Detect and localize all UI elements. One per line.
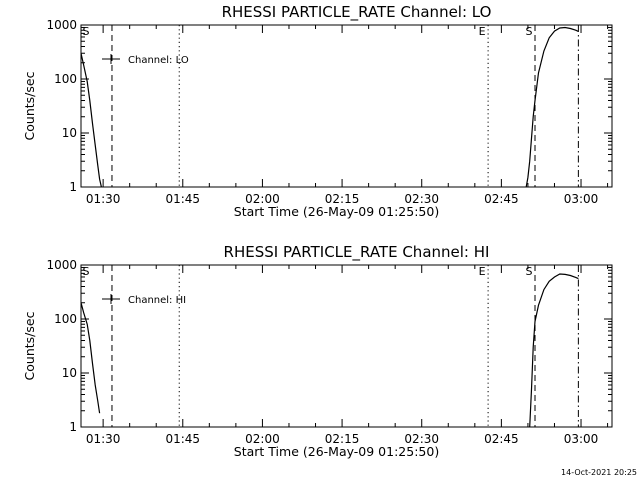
x-tick-label: 01:45: [165, 432, 200, 446]
y-tick-label: 1: [69, 420, 77, 434]
series-line-segment-1: [80, 302, 101, 414]
marker-label: S: [526, 25, 533, 38]
x-tick-label: 02:15: [325, 192, 360, 206]
y-tick-label: 10: [62, 126, 77, 140]
chart-title: RHESSI PARTICLE_RATE Channel: LO: [222, 3, 492, 22]
x-tick-label: 03:00: [564, 432, 599, 446]
series-line-segment-2: [529, 273, 579, 428]
y-axis-label: Counts/sec: [22, 311, 37, 380]
chart-panel-2: RHESSI PARTICLE_RATE Channel: HI 1 10 100 10…: [22, 243, 613, 459]
y-tick-label: 1000: [46, 258, 77, 272]
x-tick-label: 02:45: [484, 432, 519, 446]
x-tick-label: 01:30: [86, 432, 121, 446]
plot-timestamp: 14-Oct-2021 20:25: [561, 468, 637, 477]
y-axis-label: Counts/sec: [22, 71, 37, 140]
series-line-segment-1: [80, 53, 102, 188]
x-tick-label: 01:30: [86, 192, 121, 206]
legend-label: Channel: LO: [128, 55, 189, 66]
chart-title: RHESSI PARTICLE_RATE Channel: HI: [224, 243, 490, 262]
plot-frame: [80, 24, 613, 188]
marker-label: S: [83, 25, 90, 38]
marker-label: E: [479, 25, 486, 38]
y-tick-label: 100: [54, 72, 77, 86]
x-tick-label: 02:15: [325, 432, 360, 446]
plot-frame: [80, 264, 613, 428]
x-axis-label: Start Time (26-May-09 01:25:50): [234, 204, 439, 219]
marker-label: S: [83, 265, 90, 278]
marker-label: S: [526, 265, 533, 278]
x-tick-label: 02:00: [245, 432, 280, 446]
x-tick-label: 03:00: [564, 192, 599, 206]
y-tick-label: 100: [54, 312, 77, 326]
x-tick-label: 02:30: [404, 192, 439, 206]
x-tick-label: 02:00: [245, 192, 280, 206]
series-line-segment-2: [525, 26, 579, 188]
x-tick-label: 01:45: [165, 192, 200, 206]
y-tick-label: 1: [69, 180, 77, 194]
y-tick-label: 10: [62, 366, 77, 380]
legend-label: Channel: HI: [128, 295, 186, 306]
x-tick-label: 02:30: [404, 432, 439, 446]
marker-label: E: [479, 265, 486, 278]
y-tick-label: 1000: [46, 18, 77, 32]
x-axis-label: Start Time (26-May-09 01:25:50): [234, 444, 439, 459]
x-tick-label: 02:45: [484, 192, 519, 206]
chart-panel-1: RHESSI PARTICLE_RATE Channel: LO 1 10 100 10…: [22, 3, 613, 219]
